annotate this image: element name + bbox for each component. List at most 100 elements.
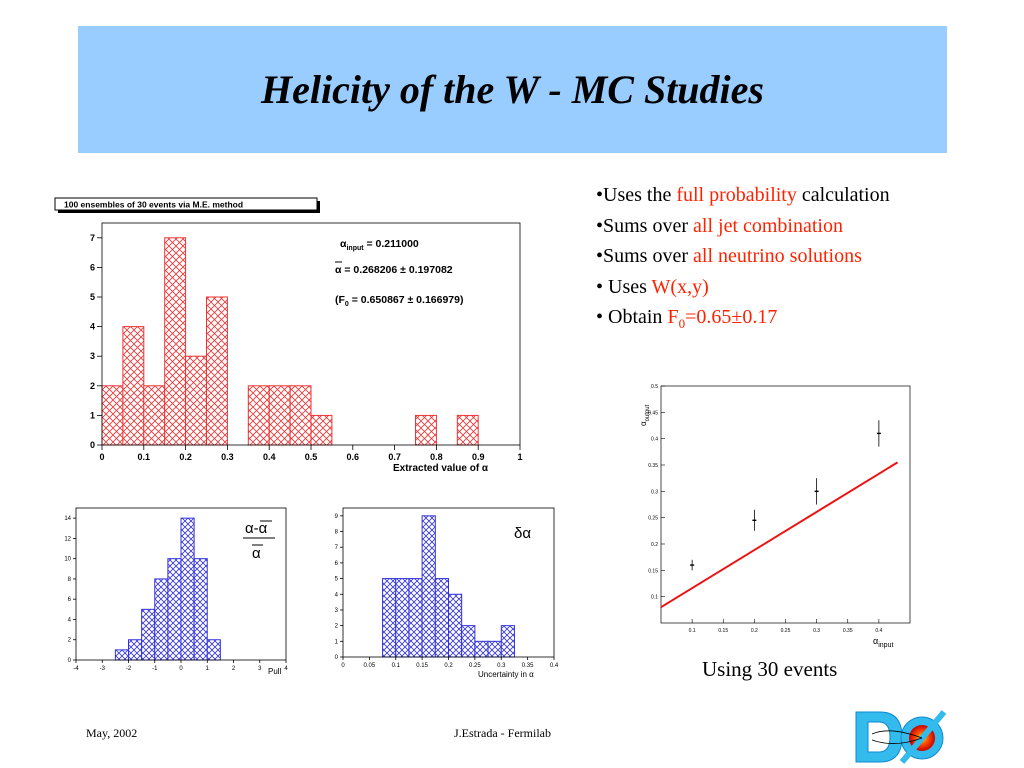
x-tick-label: -3 — [100, 666, 106, 672]
histogram-bar — [122, 326, 145, 446]
y-tick-label: 1 — [90, 410, 95, 420]
bullet-list: •Uses the full probability calculation •… — [596, 180, 890, 340]
svg-text:αoutput: αoutput — [639, 404, 651, 426]
bullet-item: • Uses W(x,y) — [596, 275, 709, 298]
y-tick-label: 7 — [335, 545, 339, 551]
histogram-bar — [461, 625, 476, 658]
x-tick-label: 0.2 — [179, 452, 192, 462]
y-tick-label: 0.5 — [651, 384, 658, 390]
x-tick-label: 0.35 — [522, 663, 534, 669]
x-tick-label: 0.2 — [444, 663, 453, 669]
y-tick-label: 0 — [68, 658, 72, 664]
y-tick-label: 12 — [64, 536, 71, 542]
y-tick-label: 0.4 — [651, 437, 658, 443]
histogram-bar — [395, 578, 410, 658]
histogram-bar — [247, 385, 270, 446]
y-tick-label: 0.35 — [648, 463, 658, 469]
x-tick-label: 0.25 — [781, 628, 791, 634]
svg-text:α-α: α-α — [245, 520, 268, 537]
y-tick-label: 14 — [64, 516, 71, 522]
svg-text:α = 0.268206 ± 0.197082: α = 0.268206 ± 0.197082 — [335, 264, 453, 276]
title-banner: Helicity of the W - MC Studies — [78, 26, 947, 153]
y-tick-label: 3 — [335, 608, 339, 614]
main-x-label: Extracted value of α — [393, 463, 489, 474]
y-tick-label: 0.2 — [651, 542, 658, 548]
d0-logo: DØ — [850, 707, 947, 764]
x-tick-label: 0.3 — [497, 663, 506, 669]
x-tick-label: 1 — [517, 452, 522, 462]
y-tick-label: 5 — [90, 292, 95, 302]
x-tick-label: 0.4 — [550, 663, 559, 669]
y-tick-label: 4 — [90, 322, 95, 332]
y-tick-label: 0.15 — [648, 568, 658, 574]
x-tick-label: 0.9 — [472, 452, 485, 462]
y-tick-label: 3 — [90, 351, 95, 361]
bullet-item: •Sums over all neutrino solutions — [596, 245, 862, 267]
x-tick-label: 0 — [341, 663, 345, 669]
x-tick-label: 0.25 — [469, 663, 481, 669]
x-tick-label: -2 — [126, 666, 132, 672]
x-tick-label: 0.15 — [718, 628, 728, 634]
x-tick-label: 0.4 — [263, 452, 276, 462]
x-tick-label: -1 — [152, 666, 158, 672]
histogram-bar — [180, 517, 195, 661]
unc-annotation: δα — [514, 525, 531, 542]
y-tick-label: 6 — [68, 597, 72, 603]
d0-logo-text: DØ — [850, 707, 852, 709]
histogram-bar — [415, 414, 437, 446]
x-tick-label: 0.7 — [388, 452, 401, 462]
linearity-chart: 0.1 0.15 0.2 0.25 0.3 0.35 0.4 0.1 0.15 0.2 0.25 0.… — [639, 384, 911, 649]
plot-frame — [660, 385, 911, 624]
lin-x-label: αinput — [873, 636, 893, 649]
histogram-bar — [408, 578, 423, 658]
histogram-bar — [193, 558, 208, 661]
unc-x-label: Uncertainty in α — [478, 670, 534, 679]
x-tick-label: 1 — [206, 666, 210, 672]
y-tick-label: 4 — [68, 617, 72, 623]
y-tick-label: 4 — [335, 592, 339, 598]
uncertainty-histogram-chart: 0 0.05 0.1 0.15 0.2 0.25 0.3 0.35 0.40123456789 … — [335, 507, 559, 679]
histogram-bar — [310, 414, 333, 446]
y-tick-label: 0 — [90, 440, 95, 450]
fit-line — [660, 461, 899, 609]
svg-text:(F0 = 0.650867 ± 0.166979): (F0 = 0.650867 ± 0.166979) — [335, 294, 463, 308]
y-tick-label: 9 — [335, 514, 339, 520]
y-tick-label: 0 — [335, 655, 339, 661]
histogram-bar — [500, 625, 515, 658]
x-tick-label: 0.1 — [392, 663, 401, 669]
y-tick-label: 0.45 — [648, 410, 658, 416]
x-tick-label: 0.15 — [416, 663, 428, 669]
main-histogram-chart: 100 ensembles of 30 events via M.E. meth… — [54, 197, 523, 474]
bullet-item: • Obtain F0=0.65±0.17 — [596, 306, 778, 331]
histogram-bar — [101, 385, 124, 446]
x-tick-label: 0.1 — [138, 452, 151, 462]
histogram-bar — [448, 593, 463, 658]
histogram-bar — [487, 640, 502, 658]
x-tick-label: 0.3 — [813, 628, 820, 634]
x-tick-label: 4 — [284, 666, 288, 672]
histogram-bar — [167, 558, 182, 661]
histogram-bar — [154, 578, 169, 661]
histogram-bar — [185, 355, 208, 446]
footer-date: May, 2002 — [86, 726, 138, 740]
y-tick-label: 2 — [335, 624, 339, 630]
x-tick-label: -4 — [73, 666, 79, 672]
x-tick-label: 2 — [232, 666, 236, 672]
pull-x-label: Pull — [268, 667, 282, 676]
histogram-bar — [206, 296, 228, 446]
lin-y-label: αoutput — [639, 404, 651, 426]
x-tick-label: 0 — [179, 666, 183, 672]
y-tick-label: 0.3 — [651, 489, 658, 495]
histogram-bar — [382, 578, 397, 658]
histogram-bar — [289, 385, 312, 446]
y-tick-label: 10 — [64, 557, 71, 563]
svg-text:α: α — [252, 545, 261, 562]
y-tick-label: 2 — [90, 381, 95, 391]
x-tick-label: 0.3 — [221, 452, 234, 462]
histogram-bar — [206, 639, 221, 661]
histogram-bar — [141, 608, 156, 661]
histogram-bar — [143, 385, 166, 446]
histogram-bar — [421, 515, 436, 658]
bullet-item: •Sums over all jet combination — [596, 214, 843, 237]
